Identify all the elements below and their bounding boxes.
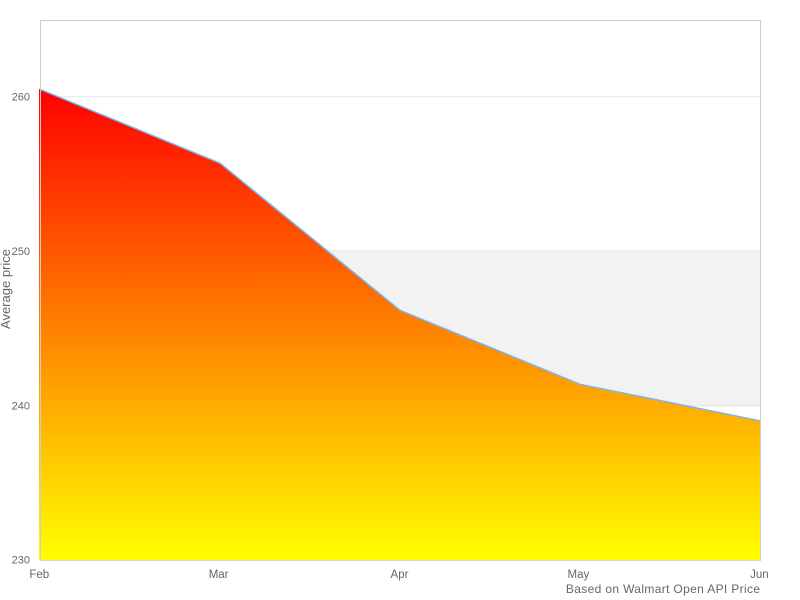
svg-text:Feb: Feb <box>29 569 49 581</box>
svg-text:260: 260 <box>12 92 30 104</box>
svg-text:May: May <box>568 569 590 581</box>
svg-text:240: 240 <box>12 400 30 412</box>
svg-text:Average price: Average price <box>0 249 13 329</box>
svg-text:230: 230 <box>12 554 30 566</box>
svg-text:Mar: Mar <box>209 569 229 581</box>
svg-text:Apr: Apr <box>391 569 409 581</box>
svg-text:250: 250 <box>12 246 30 258</box>
svg-text:Based on Walmart Open API Pric: Based on Walmart Open API Price <box>566 582 761 596</box>
svg-text:Jun: Jun <box>750 569 769 581</box>
